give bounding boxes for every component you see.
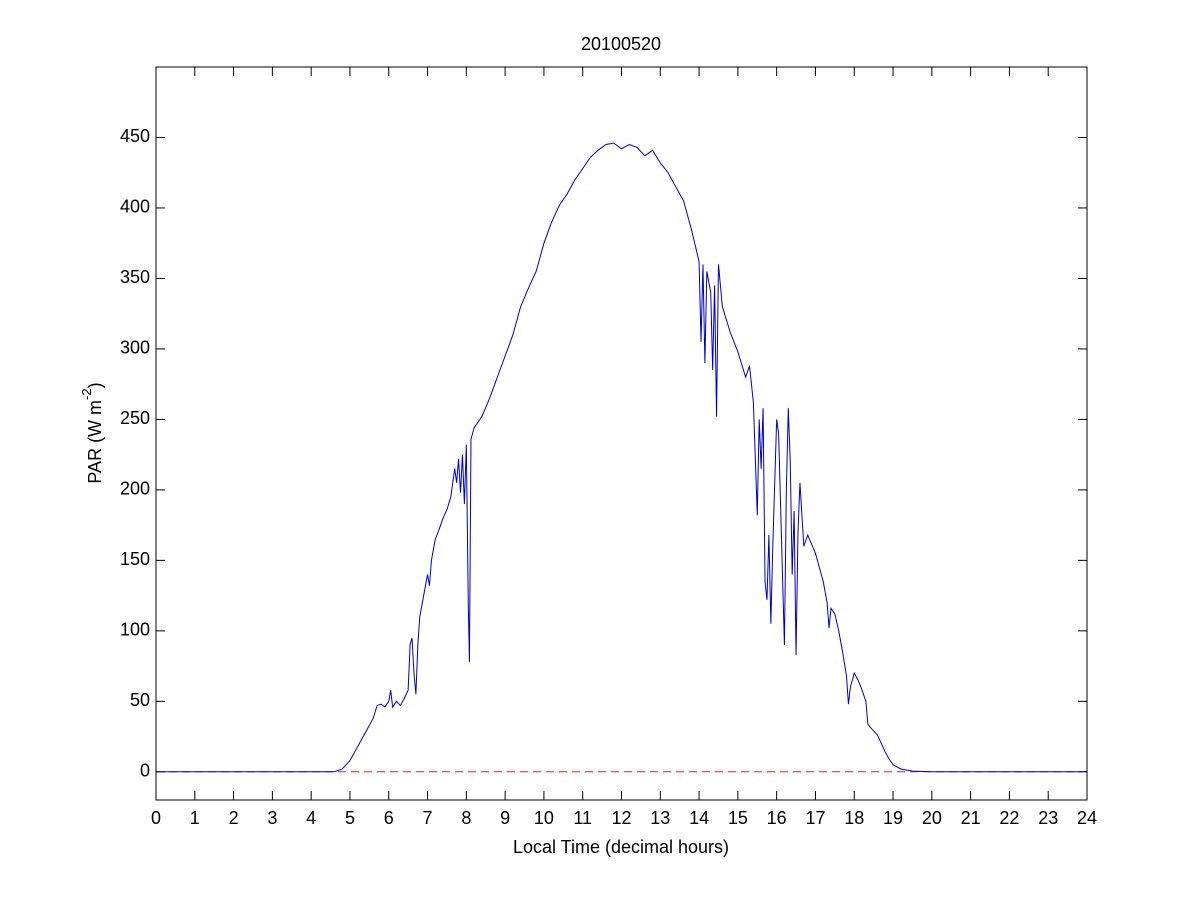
x-tick-label: 7: [423, 808, 433, 828]
x-axis-label: Local Time (decimal hours): [513, 837, 729, 857]
y-tick-label: 250: [120, 408, 150, 428]
y-tick-label: 100: [120, 620, 150, 640]
x-tick-label: 10: [534, 808, 554, 828]
y-tick-label: 50: [130, 690, 150, 710]
x-tick-label: 0: [151, 808, 161, 828]
x-tick-label: 14: [689, 808, 709, 828]
y-tick-label: 150: [120, 549, 150, 569]
x-tick-label: 15: [728, 808, 748, 828]
y-tick-label: 300: [120, 338, 150, 358]
x-tick-label: 6: [384, 808, 394, 828]
x-tick-label: 18: [844, 808, 864, 828]
y-tick-label: 0: [140, 761, 150, 781]
y-label-text: PAR (W m: [85, 400, 105, 484]
y-tick-label: 200: [120, 479, 150, 499]
x-tick-label: 17: [805, 808, 825, 828]
x-tick-label: 22: [999, 808, 1019, 828]
x-tick-label: 2: [229, 808, 239, 828]
data-line: [156, 142, 1087, 773]
x-tick-label: 8: [461, 808, 471, 828]
x-tick-label: 3: [267, 808, 277, 828]
x-tick-label: 12: [611, 808, 631, 828]
x-tick-label: 16: [767, 808, 787, 828]
y-label-text: ): [85, 382, 105, 388]
x-tick-label: 21: [961, 808, 981, 828]
chart-title: 20100520: [581, 34, 661, 54]
y-axis-label: PAR (W m-2): [79, 382, 104, 483]
y-tick-label: 400: [120, 197, 150, 217]
x-tick-label: 24: [1077, 808, 1097, 828]
x-tick-label: 20: [922, 808, 942, 828]
x-tick-label: 23: [1038, 808, 1058, 828]
x-tick-label: 13: [650, 808, 670, 828]
x-tick-label: 5: [345, 808, 355, 828]
x-tick-label: 9: [500, 808, 510, 828]
y-label-superscript: -2: [79, 388, 94, 400]
x-tick-label: 11: [573, 808, 592, 828]
y-tick-label: 350: [120, 267, 150, 287]
x-tick-label: 19: [883, 808, 903, 828]
y-tick-label: 450: [120, 126, 150, 146]
x-tick-label: 1: [190, 808, 200, 828]
x-tick-label: 4: [306, 808, 316, 828]
plot-frame: [155, 66, 1088, 801]
